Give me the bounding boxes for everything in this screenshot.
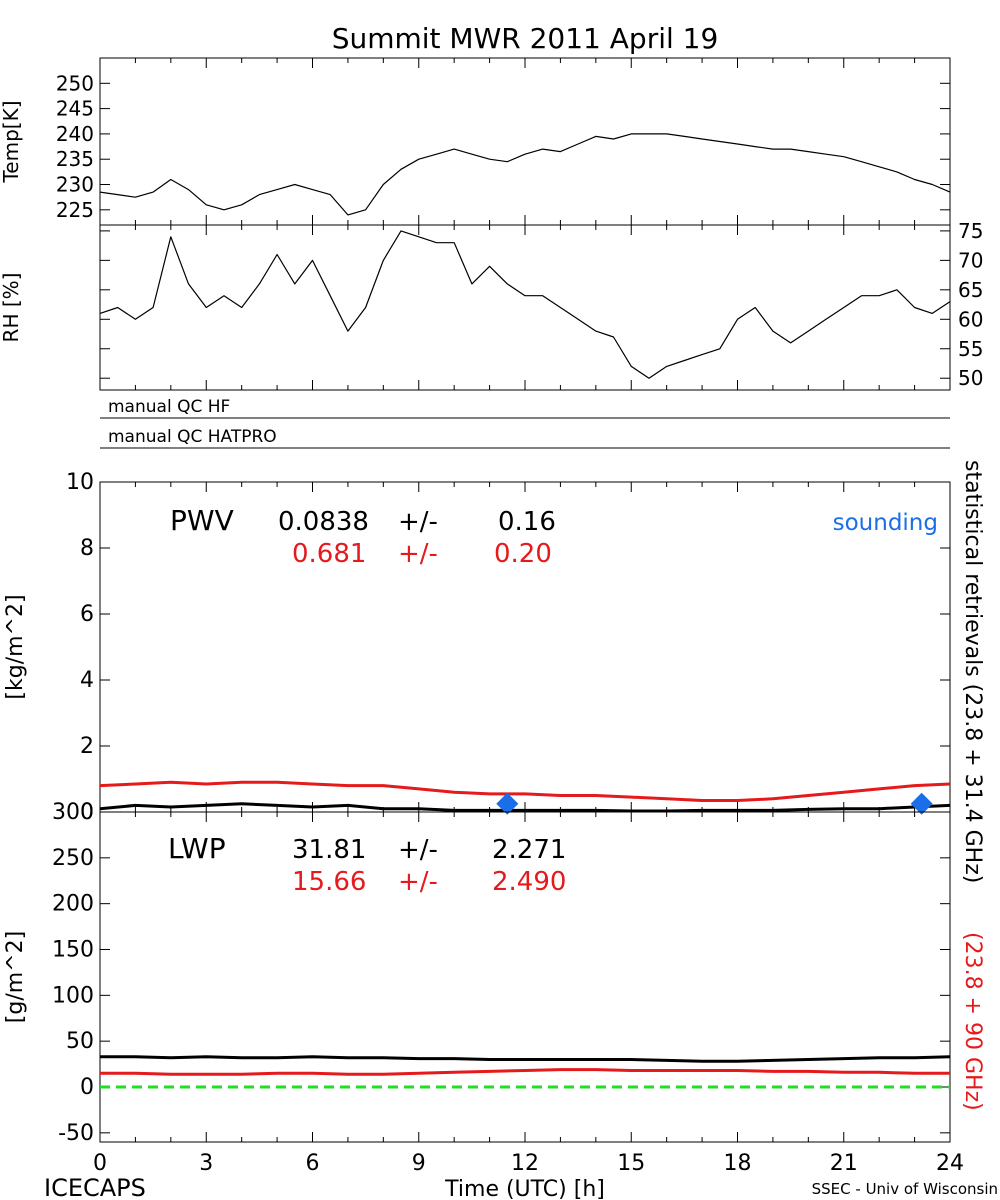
sounding-marker bbox=[910, 792, 933, 815]
relative-humidity-series-line bbox=[99, 230, 951, 379]
legend-sounding: sounding bbox=[833, 510, 938, 536]
y-tick-label: 8 bbox=[80, 536, 94, 561]
pwv-value: 0.0838 bbox=[278, 507, 369, 537]
pwv-series-line bbox=[99, 802, 951, 813]
lwp-pm-red: +/- bbox=[398, 867, 438, 897]
pwv-err: 0.16 bbox=[498, 507, 556, 537]
x-axis-label: Time (UTC) [h] bbox=[444, 1177, 605, 1200]
x-tick-label: 21 bbox=[830, 1151, 858, 1176]
y-tick-label: 4 bbox=[80, 668, 94, 693]
pwv-value-red: 0.681 bbox=[292, 539, 366, 569]
qc-label-hatpro: manual QC HATPRO bbox=[108, 427, 277, 447]
lwp-err-red: 2.490 bbox=[492, 867, 566, 897]
y-tick-label: 250 bbox=[52, 846, 94, 871]
temperature-frame bbox=[99, 57, 951, 226]
temperature-y-axis-label: Temp[K] bbox=[0, 100, 23, 183]
x-tick-label: 15 bbox=[617, 1151, 645, 1176]
y-tick-label: 75 bbox=[958, 219, 983, 243]
y-tick-label: 0 bbox=[80, 1075, 94, 1100]
lwp-y-axis-label: [g/m^2] bbox=[3, 931, 28, 1023]
pwv-y-axis-label: [kg/m^2] bbox=[3, 594, 28, 699]
pwv-pm-red: +/- bbox=[398, 539, 438, 569]
relative-humidity-y-axis-label: RH [%] bbox=[0, 273, 23, 343]
y-tick-label: 245 bbox=[56, 97, 94, 121]
y-tick-label: 70 bbox=[958, 248, 983, 272]
x-tick-label: 18 bbox=[724, 1151, 752, 1176]
pwv-err-red: 0.20 bbox=[494, 539, 552, 569]
x-tick-label: 9 bbox=[412, 1151, 426, 1176]
relative-humidity-frame bbox=[99, 224, 951, 391]
x-tick-label: 3 bbox=[199, 1151, 213, 1176]
y-tick-label: 55 bbox=[958, 337, 983, 361]
y-tick-label: 230 bbox=[56, 173, 94, 197]
y-tick-label: 0 bbox=[80, 800, 94, 825]
plot-area: 225230235240245250Temp[K]505560657075RH … bbox=[0, 57, 983, 1176]
y-tick-label: 65 bbox=[958, 278, 983, 302]
lwp-pm: +/- bbox=[398, 835, 438, 865]
qc-label-hf: manual QC HF bbox=[108, 397, 230, 417]
lwp-panel: -50 0 50 100 150 200 250 300 [g/m^2] 0 3 6 9 12 15 18 21… bbox=[3, 800, 964, 1176]
y-tick-label: 250 bbox=[56, 71, 94, 95]
lwp-label: LWP bbox=[168, 832, 226, 865]
relative-humidity-panel: 50 55 60 65 70 75 RH [%] bbox=[0, 219, 983, 391]
temperature-series-line bbox=[99, 133, 951, 216]
y-tick-label: 240 bbox=[56, 122, 94, 146]
pwv-series-line bbox=[99, 780, 951, 802]
lwp-value: 31.81 bbox=[292, 835, 366, 865]
y-tick-label: -50 bbox=[58, 1121, 94, 1146]
lwp-series-line bbox=[100, 1055, 951, 1063]
y-tick-label: 150 bbox=[52, 938, 94, 963]
y-tick-label: 235 bbox=[56, 147, 94, 171]
x-tick-label: 24 bbox=[936, 1151, 964, 1176]
x-tick-label: 12 bbox=[511, 1151, 539, 1176]
y-tick-label: 300 bbox=[52, 800, 94, 825]
y-tick-label: 225 bbox=[56, 198, 94, 222]
pwv-panel: 0 2 4 6 8 10 [kg/m^2] bbox=[3, 470, 951, 825]
pwv-label: PWV bbox=[170, 504, 234, 537]
footer-left: ICECAPS bbox=[44, 1174, 146, 1200]
y-tick-label: 50 bbox=[958, 366, 983, 390]
y-tick-label: 6 bbox=[80, 602, 94, 627]
qc-strip: manual QC HF manual QC HATPRO bbox=[100, 397, 950, 449]
right-axis-label-black: statistical retrievals (23.8 + 31.4 GHz) bbox=[960, 460, 985, 883]
sounding-marker bbox=[496, 792, 519, 815]
pwv-pm: +/- bbox=[398, 507, 438, 537]
footer-right: SSEC - Univ of Wisconsin bbox=[812, 1180, 998, 1198]
lwp-value-red: 15.66 bbox=[292, 867, 366, 897]
x-tick-label: 0 bbox=[93, 1151, 107, 1176]
y-tick-label: 200 bbox=[52, 892, 94, 917]
y-tick-label: 10 bbox=[66, 470, 94, 495]
y-tick-label: 50 bbox=[66, 1029, 94, 1054]
x-tick-label: 6 bbox=[306, 1151, 320, 1176]
y-tick-label: 100 bbox=[52, 983, 94, 1008]
lwp-series-line bbox=[100, 1068, 950, 1076]
y-tick-label: 2 bbox=[80, 734, 94, 759]
lwp-err: 2.271 bbox=[492, 835, 566, 865]
figure-title: Summit MWR 2011 April 19 bbox=[332, 22, 719, 55]
y-tick-label: 60 bbox=[958, 307, 983, 331]
right-axis-label-red: (23.8 + 90 GHz) bbox=[960, 932, 985, 1111]
